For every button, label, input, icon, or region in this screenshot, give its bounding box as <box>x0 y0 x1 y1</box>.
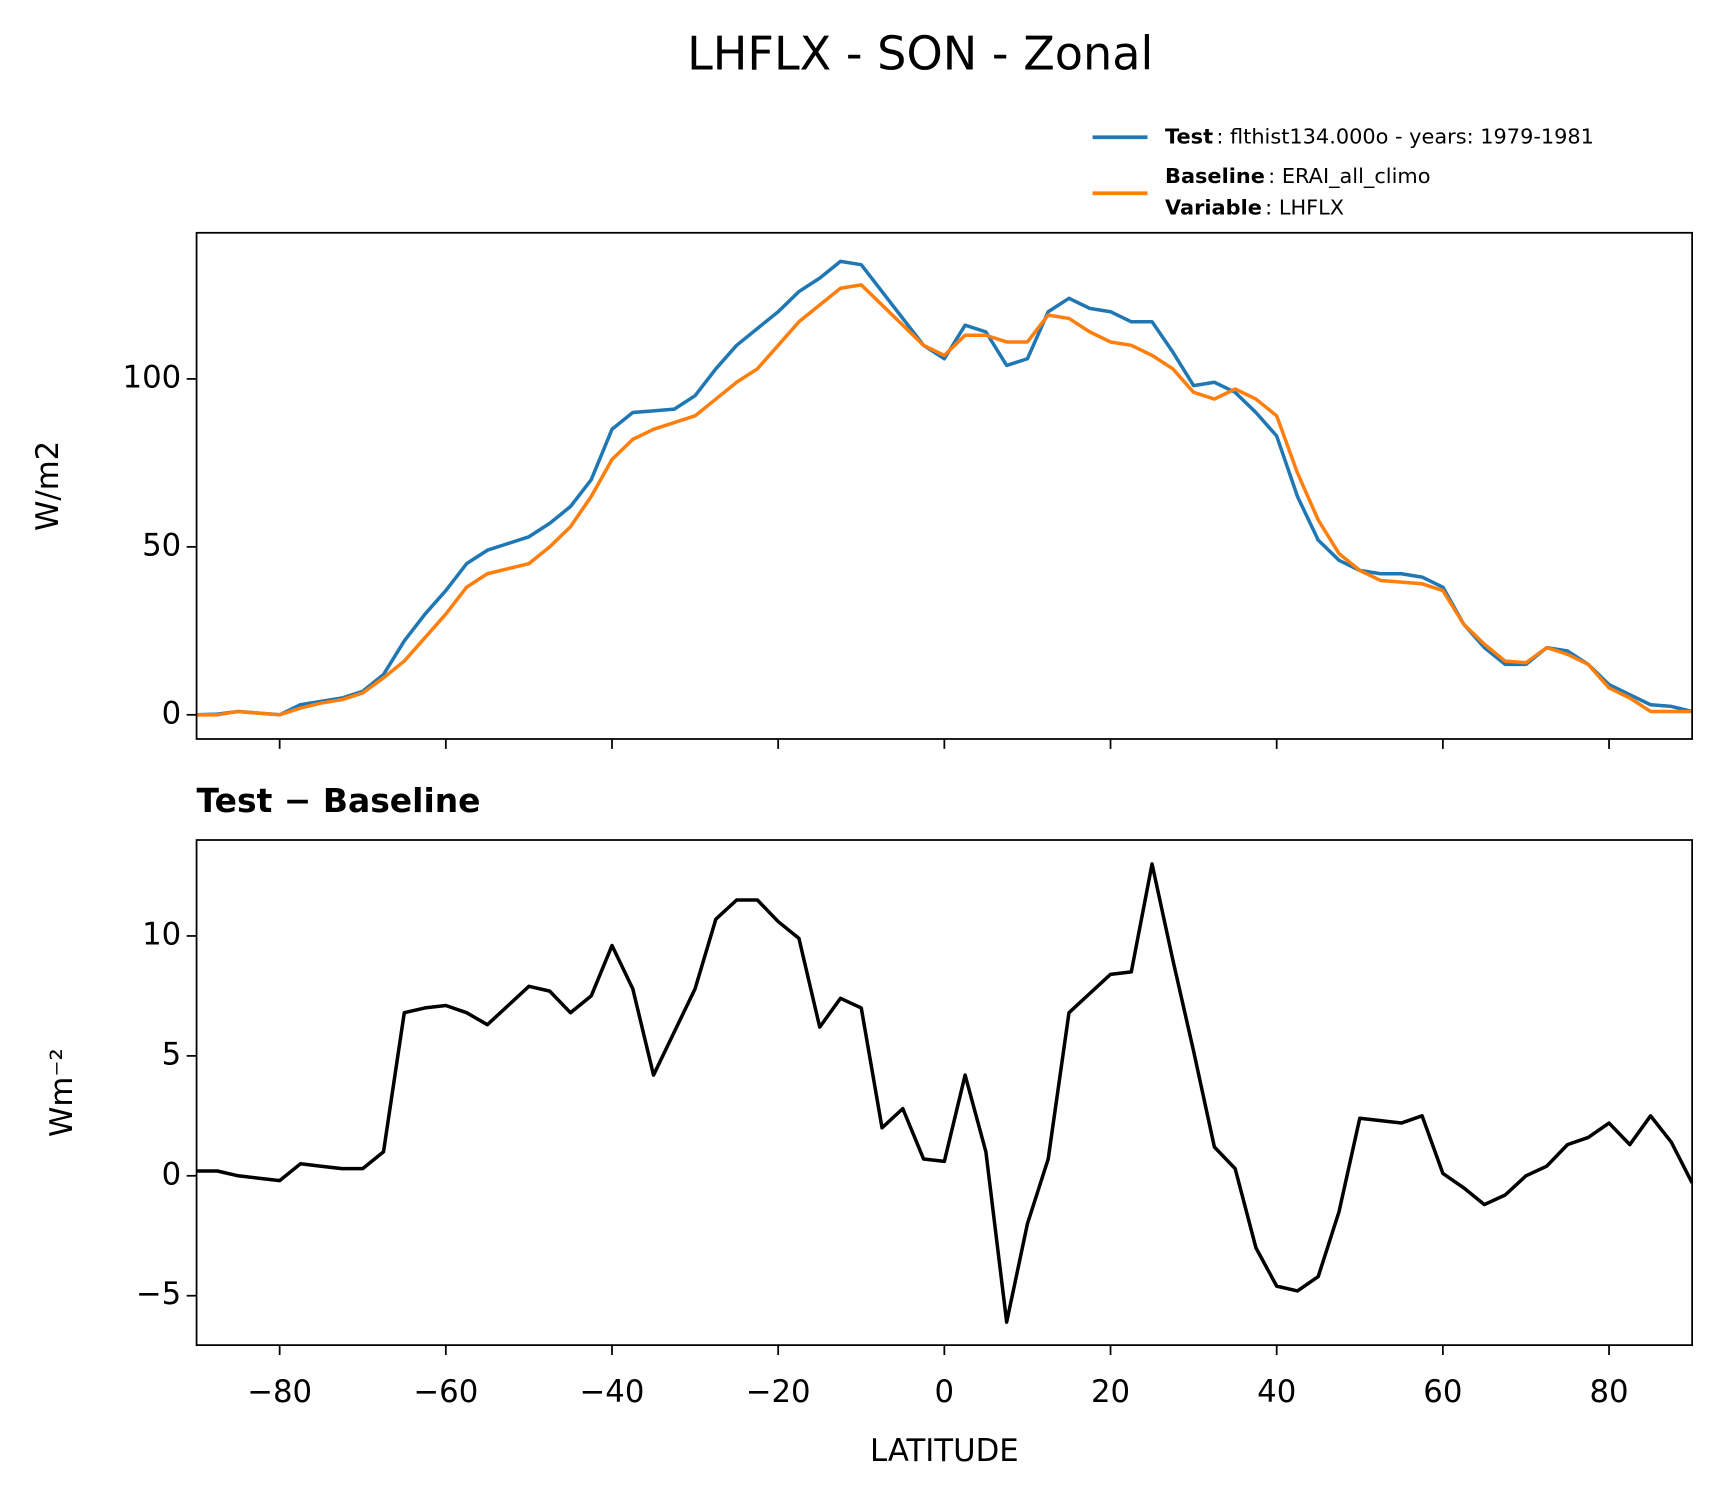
y-axis-label: Wm⁻² <box>44 1048 80 1137</box>
legend-name: Variable <box>1165 196 1262 220</box>
subplot-title: Test − Baseline <box>197 781 481 820</box>
legend-entry: Baseline: ERAI_all_climo <box>1165 164 1430 189</box>
x-tick-label: −60 <box>413 1374 478 1410</box>
data-line <box>196 283 1693 717</box>
y-tick-label: 0 <box>162 695 182 731</box>
x-tick-label: 60 <box>1423 1374 1462 1410</box>
y-tick-label: 0 <box>162 1156 182 1192</box>
legend-name: Baseline <box>1165 164 1265 188</box>
y-tick-label: 100 <box>123 359 182 395</box>
data-line <box>196 862 1693 1324</box>
y-tick-label: −5 <box>136 1276 181 1312</box>
y-tick-label: 10 <box>142 916 181 952</box>
axes-frame <box>195 231 1694 740</box>
legend-label: : ERAI_all_climo <box>1268 164 1430 189</box>
legend-label: : LHFLX <box>1265 196 1344 220</box>
axes-frame <box>195 839 1694 1347</box>
legend-label: : flthist134.000o - years: 1979-1981 <box>1216 124 1594 148</box>
x-tick-label: 80 <box>1589 1374 1628 1410</box>
x-tick-label: 40 <box>1257 1374 1296 1410</box>
x-axis-label: LATITUDE <box>870 1433 1019 1469</box>
y-axis-label: W/m2 <box>30 441 66 531</box>
y-tick-label: 50 <box>142 527 181 563</box>
figure-title: LHFLX - SON - Zonal <box>687 27 1153 81</box>
x-tick-label: −80 <box>247 1374 312 1410</box>
legend-entry: Variable: LHFLX <box>1165 196 1344 220</box>
y-tick-label: 5 <box>162 1036 182 1072</box>
x-tick-label: −20 <box>746 1374 811 1410</box>
legend-name: Test <box>1165 124 1213 148</box>
x-tick-label: −40 <box>580 1374 645 1410</box>
x-tick-label: 20 <box>1091 1374 1130 1410</box>
x-tick-label: 0 <box>935 1374 955 1410</box>
legend-entry: Test: flthist134.000o - years: 1979-1981 <box>1165 124 1594 148</box>
data-line <box>196 259 1693 717</box>
